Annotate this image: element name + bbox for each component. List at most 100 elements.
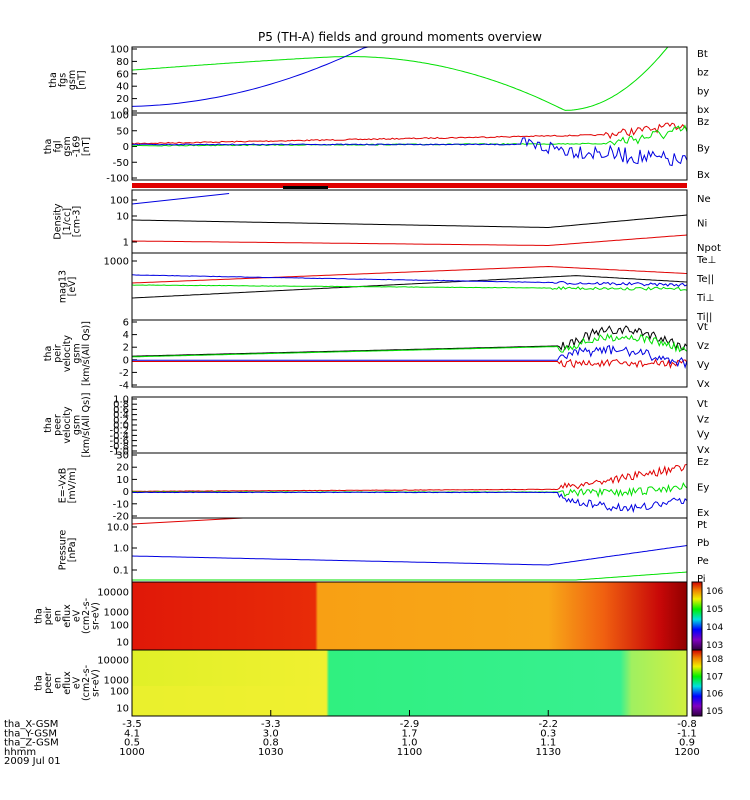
- ephemeris-label: 2009 Jul 01: [4, 756, 61, 767]
- ylabel-line: peir: [53, 344, 64, 363]
- ylabel-line: eflux: [62, 671, 73, 695]
- ion-colorbar: [691, 581, 703, 651]
- ylabel-line: gsm: [72, 343, 83, 363]
- panel-frame-fgs: [131, 46, 688, 114]
- legend-entry: bx: [697, 105, 709, 116]
- ephemeris-value: 4.1: [124, 728, 140, 739]
- ytick-label: 10: [116, 638, 129, 649]
- colorbar-tick: 104: [706, 623, 723, 633]
- ytick-label: 10: [116, 475, 129, 486]
- ephemeris-value: -3.5: [122, 719, 142, 730]
- legend-entry: Ex: [697, 508, 709, 519]
- ylabel-line: en: [53, 677, 64, 689]
- ylabel-line: fgs: [57, 73, 68, 87]
- ytick-label: -0.4: [109, 431, 129, 442]
- ytick-label: -0.8: [109, 441, 129, 452]
- ytick-label: 100: [110, 45, 129, 56]
- ytick-label: 1: [123, 238, 129, 249]
- ytick-label: -20: [113, 512, 129, 523]
- ylabel-line: velocity: [62, 335, 73, 373]
- colorbar-tick: 106: [706, 690, 723, 700]
- ylabel-line: gsm: [72, 415, 83, 435]
- ylabel-line: peer: [53, 414, 64, 436]
- panel-frame-electron_velocity: [131, 396, 688, 454]
- ytick-label: 100: [110, 196, 129, 207]
- legend-entry: Vz: [697, 414, 709, 425]
- legend-entry: Ey: [697, 483, 709, 494]
- ylabel-line: eflux: [62, 604, 73, 628]
- ephemeris-value: 1130: [536, 747, 561, 758]
- ytick-label: 10000: [97, 656, 129, 667]
- ephemeris-value: -2.9: [400, 719, 420, 730]
- ylabel-line: (cm2-s-: [81, 665, 92, 701]
- ylabel-line: peir: [43, 607, 54, 626]
- ylabel-line: tha: [48, 72, 59, 88]
- ylabel-line: [nT]: [81, 137, 92, 156]
- electron-spectrogram-band: [132, 686, 327, 716]
- electron-colorbar: [691, 649, 703, 717]
- ylabel-line: gsm: [67, 70, 78, 90]
- legend-entry: Ne: [697, 194, 711, 205]
- ephemeris-value: 1.1: [540, 738, 556, 749]
- ytick-label: 0.2: [113, 415, 129, 426]
- ephemeris-label: tha_Z-GSM: [4, 738, 59, 749]
- legend-entry: by: [697, 86, 709, 97]
- npot-trace: [131, 193, 230, 205]
- ephemeris-value: 0.5: [124, 738, 140, 749]
- ylabel-line: [nT]: [76, 70, 87, 89]
- ephemeris-value: 0.3: [540, 728, 556, 739]
- ytick-label: -0.2: [109, 426, 129, 437]
- ytick-label: 2: [123, 343, 129, 354]
- legend-entry: Pe: [697, 556, 709, 567]
- panel-frame-efield: [131, 452, 688, 519]
- ylabel-line: [km/s(All Qs)]: [81, 321, 92, 386]
- ylabel-line: tha: [43, 346, 54, 362]
- ti-par-trace: [131, 284, 688, 291]
- ytick-label: 20: [116, 463, 129, 474]
- ytick-label: 1.0: [113, 544, 129, 555]
- legend-entry: Vy: [697, 360, 710, 371]
- pb-trace: [131, 517, 244, 525]
- ephemeris-label: tha_Y-GSM: [4, 728, 57, 739]
- ylabel-line: fgl: [53, 140, 64, 152]
- ytick-label: 1000: [104, 608, 129, 619]
- ytick-label: 10: [116, 212, 129, 223]
- legend-entry: Te||: [696, 274, 714, 285]
- ytick-label: 0.8: [113, 400, 129, 411]
- ytick-label: 0: [123, 107, 129, 118]
- legend-entry: Ez: [697, 457, 709, 468]
- colorbar-tick: 103: [706, 641, 723, 651]
- vt-trace: [131, 325, 688, 357]
- legend-entry: Ni: [697, 219, 707, 230]
- pe-trace: [132, 571, 688, 581]
- ylabel-line: [cm-3]: [72, 206, 83, 237]
- ytick-label: 10.0: [107, 523, 129, 534]
- ytick-label: 1000: [104, 676, 129, 687]
- legend-entry: Vt: [697, 322, 708, 333]
- ylabel-line: gsm: [62, 136, 73, 156]
- ne-trace: [132, 234, 688, 246]
- ephemeris-value: -1.1: [677, 728, 697, 739]
- ytick-label: -2: [119, 368, 129, 379]
- legend-entry: By: [697, 144, 710, 155]
- ytick-label: 20: [116, 94, 129, 105]
- ytick-label: 0: [123, 487, 129, 498]
- ephemeris-label: hhmm: [4, 747, 36, 758]
- ylabel-line: eV: [72, 609, 83, 622]
- ylabel-line: tha: [43, 139, 54, 155]
- flag-bar-gap: [283, 186, 328, 189]
- legend-entry: Ti||: [696, 312, 712, 323]
- ylabel-line: [km/s(All Qs)]: [81, 393, 92, 458]
- panel-frame-temperature: [131, 252, 688, 321]
- pi-trace: [131, 545, 688, 566]
- colorbar-tick: 105: [706, 707, 723, 717]
- ylabel-line: mag13: [57, 270, 68, 303]
- chart-title: P5 (TH-A) fields and ground moments over…: [258, 30, 542, 44]
- ephemeris-value: -3.3: [261, 719, 281, 730]
- ytick-label: 1.0: [113, 395, 129, 406]
- ti-perp-trace: [131, 274, 688, 287]
- colorbar-tick: 108: [706, 655, 723, 665]
- ephemeris-label: tha_X-GSM: [4, 719, 58, 730]
- ylabel-line: [mV/m]: [67, 468, 78, 504]
- ephemeris-value: 1.0: [402, 738, 418, 749]
